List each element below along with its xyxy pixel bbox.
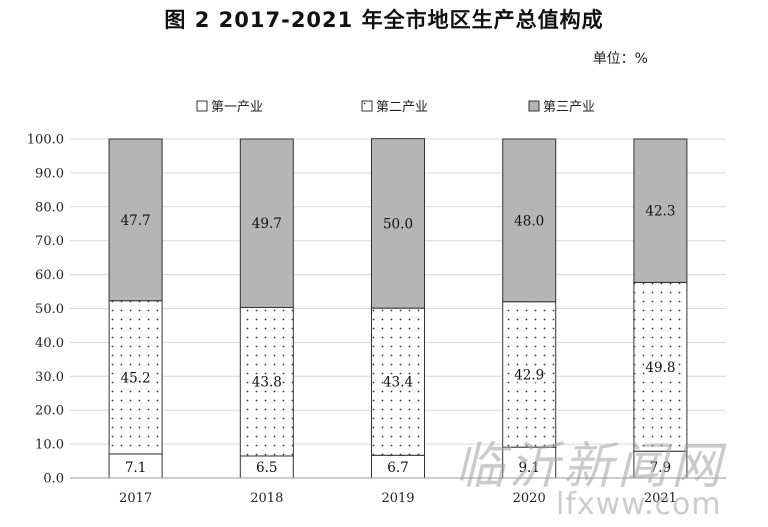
data-label: 7.1 bbox=[125, 460, 146, 476]
legend: 第一产业 第二产业 第三产业 bbox=[196, 100, 595, 115]
data-label: 49.8 bbox=[645, 360, 675, 376]
bar-segment bbox=[633, 450, 688, 479]
data-label: 42.3 bbox=[645, 204, 675, 220]
bar-segment bbox=[371, 138, 425, 309]
data-labels: 7.1 45.2 47.7 6.5 43.8 49.7 6.7 43.4 50.0 9.1 42.9… bbox=[121, 204, 676, 476]
bar-segment bbox=[108, 453, 163, 479]
x-tick-label: 2021 bbox=[644, 491, 677, 506]
data-label: 9.1 bbox=[518, 460, 539, 476]
y-tick-label: 20.0 bbox=[35, 404, 64, 419]
legend-swatch bbox=[361, 100, 373, 112]
x-axis: 2017 2018 2019 2020 2021 bbox=[70, 477, 726, 506]
data-label: 7.9 bbox=[650, 460, 671, 476]
x-tick-label: 2020 bbox=[513, 491, 546, 506]
data-label: 6.5 bbox=[256, 460, 277, 476]
y-tick-label: 60.0 bbox=[35, 268, 64, 283]
x-tick-label: 2017 bbox=[119, 491, 152, 506]
chart-title: 图 2 2017-2021 年全市地区生产总值构成 bbox=[164, 8, 604, 32]
data-label-bg bbox=[383, 374, 413, 390]
bar-segment bbox=[502, 138, 557, 303]
data-label-bg bbox=[251, 374, 282, 390]
data-label: 45.2 bbox=[121, 370, 151, 386]
x-tick-label: 2018 bbox=[250, 491, 283, 506]
y-tick-label: 30.0 bbox=[35, 370, 64, 385]
legend-label: 第一产业 bbox=[211, 100, 263, 115]
unit-label: 单位：% bbox=[592, 51, 648, 67]
bar-segment bbox=[108, 138, 163, 302]
bar-segment bbox=[633, 138, 688, 283]
y-axis: 0.0 10.0 20.0 30.0 40.0 50.0 60.0 70.0 80.0 90.0 1… bbox=[27, 133, 64, 487]
legend-swatch bbox=[528, 100, 540, 112]
y-tick-label: 10.0 bbox=[35, 438, 64, 453]
y-tick-label: 100.0 bbox=[27, 133, 64, 148]
bar-segment bbox=[239, 138, 294, 308]
legend-label: 第二产业 bbox=[376, 100, 428, 115]
y-tick-label: 90.0 bbox=[35, 166, 64, 181]
y-tick-label: 0.0 bbox=[43, 472, 64, 487]
x-tick-label: 2019 bbox=[381, 491, 414, 506]
data-label: 47.7 bbox=[121, 213, 151, 229]
data-label: 43.4 bbox=[383, 375, 413, 391]
y-tick-label: 50.0 bbox=[35, 302, 64, 317]
data-label: 49.7 bbox=[252, 216, 282, 232]
data-label-bg bbox=[645, 359, 676, 375]
data-label-bg bbox=[120, 370, 151, 386]
data-label: 50.0 bbox=[383, 216, 413, 232]
data-label-bg bbox=[514, 367, 545, 383]
data-label: 48.0 bbox=[514, 213, 544, 229]
data-label: 6.7 bbox=[387, 460, 408, 476]
y-tick-label: 40.0 bbox=[35, 336, 64, 351]
data-label: 43.8 bbox=[252, 375, 282, 391]
y-tick-label: 80.0 bbox=[35, 200, 64, 215]
y-tick-label: 70.0 bbox=[35, 234, 64, 249]
legend-label: 第三产业 bbox=[543, 100, 595, 115]
legend-swatch bbox=[196, 100, 208, 112]
data-label: 42.9 bbox=[514, 367, 544, 383]
